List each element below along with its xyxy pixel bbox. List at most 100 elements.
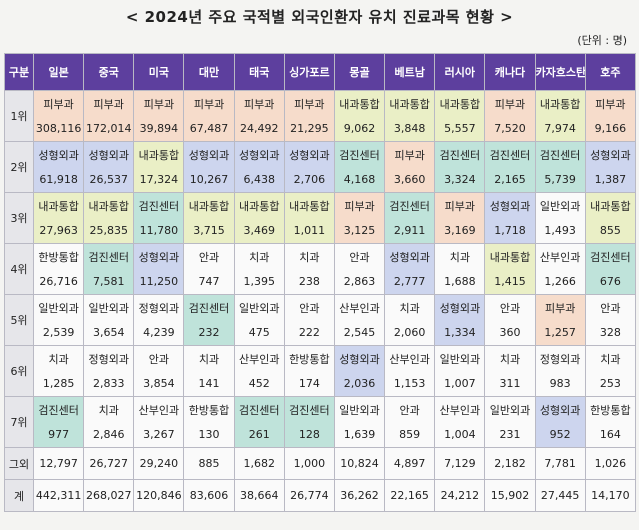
count-cell: 3,854 bbox=[133, 371, 185, 397]
other-value: 1,000 bbox=[283, 447, 335, 480]
department-cell: 검진센터 bbox=[434, 141, 486, 167]
department-cell: 검진센터 bbox=[32, 396, 85, 422]
department-cell: 정형외과 bbox=[534, 345, 586, 371]
total-value: 22,165 bbox=[384, 479, 436, 512]
total-value: 15,902 bbox=[484, 479, 536, 512]
rank-row-count: 61,918 26,537 17,324 10,267 6,438 2,706 4,168 3… bbox=[5, 167, 637, 193]
count-cell: 61,918 bbox=[32, 167, 85, 193]
rank-row-count: 2,539 3,654 4,239 232 475 222 2,545 2,060 1,334 3… bbox=[5, 320, 637, 346]
department-cell: 내과통합 bbox=[434, 90, 486, 116]
count-cell: 2,863 bbox=[333, 269, 386, 295]
count-cell: 676 bbox=[584, 269, 637, 295]
department-cell: 성형외과 bbox=[183, 141, 235, 167]
department-cell: 치과 bbox=[83, 396, 135, 422]
count-cell: 2,060 bbox=[384, 320, 436, 346]
department-cell: 산부인과 bbox=[233, 345, 285, 371]
department-cell: 일반외과 bbox=[233, 294, 285, 320]
count-cell: 2,706 bbox=[283, 167, 335, 193]
count-cell: 7,520 bbox=[484, 116, 536, 142]
department-cell: 치과 bbox=[233, 243, 285, 269]
count-cell: 1,153 bbox=[384, 371, 436, 397]
rank-label: 1위 bbox=[4, 90, 34, 142]
department-cell: 안과 bbox=[484, 294, 536, 320]
department-cell: 치과 bbox=[283, 243, 335, 269]
department-cell: 피부과 bbox=[434, 192, 486, 218]
department-cell: 산부인과 bbox=[133, 396, 185, 422]
department-cell: 내과통합 bbox=[133, 141, 185, 167]
other-value: 7,781 bbox=[534, 447, 586, 480]
rank-label: 6위 bbox=[4, 345, 34, 397]
count-cell: 2,911 bbox=[384, 218, 436, 244]
department-cell: 안과 bbox=[333, 243, 386, 269]
rank-row-department: 6위 치과 정형외과 안과 치과 산부인과 한방통합 성형외과 산부인과 일반외과 치과 정형외과 치과 bbox=[4, 345, 637, 397]
count-cell: 3,169 bbox=[434, 218, 486, 244]
rank-row-department: 3위 내과통합 내과통합 검진센터 내과통합 내과통합 내과통합 피부과 검진센터 피부과 성형외과… bbox=[4, 192, 637, 244]
other-value: 10,824 bbox=[333, 447, 386, 480]
count-cell: 1,266 bbox=[534, 269, 586, 295]
count-cell: 17,324 bbox=[133, 167, 185, 193]
count-cell: 7,581 bbox=[83, 269, 135, 295]
count-cell: 1,257 bbox=[534, 320, 586, 346]
department-cell: 피부과 bbox=[484, 90, 536, 116]
department-cell: 내과통합 bbox=[484, 243, 536, 269]
rank-row-count: 308,116 172,014 39,894 67,487 24,492 21,295 9,… bbox=[5, 116, 637, 142]
count-cell: 238 bbox=[283, 269, 335, 295]
count-cell: 855 bbox=[584, 218, 637, 244]
header-cell: 러시아 bbox=[434, 53, 486, 91]
department-cell: 치과 bbox=[484, 345, 536, 371]
department-cell: 피부과 bbox=[183, 90, 235, 116]
header-cell: 대만 bbox=[183, 53, 235, 91]
count-cell: 1,387 bbox=[584, 167, 637, 193]
count-cell: 2,165 bbox=[484, 167, 536, 193]
count-cell: 3,125 bbox=[333, 218, 386, 244]
count-cell: 1,011 bbox=[283, 218, 335, 244]
department-cell: 성형외과 bbox=[133, 243, 185, 269]
count-cell: 39,894 bbox=[133, 116, 185, 142]
department-cell: 검진센터 bbox=[133, 192, 185, 218]
data-table: 구분 일본 중국 미국 대만 태국 싱가포르 몽골 베트남 러시아 캐나다 카자흐스탄 호주 1위 피부과… bbox=[4, 53, 637, 512]
department-cell: 검진센터 bbox=[584, 243, 637, 269]
department-cell: 산부인과 bbox=[333, 294, 386, 320]
count-cell: 308,116 bbox=[32, 116, 85, 142]
department-cell: 치과 bbox=[183, 345, 235, 371]
header-cell: 미국 bbox=[133, 53, 185, 91]
total-value: 38,664 bbox=[233, 479, 285, 512]
count-cell: 222 bbox=[283, 320, 335, 346]
department-cell: 일반외과 bbox=[333, 396, 386, 422]
count-cell: 232 bbox=[183, 320, 235, 346]
count-cell: 1,718 bbox=[484, 218, 536, 244]
count-cell: 1,688 bbox=[434, 269, 486, 295]
count-cell: 2,545 bbox=[333, 320, 386, 346]
count-cell: 164 bbox=[584, 422, 637, 448]
count-cell: 2,833 bbox=[83, 371, 135, 397]
department-cell: 내과통합 bbox=[233, 192, 285, 218]
header-cell: 싱가포르 bbox=[283, 53, 335, 91]
department-cell: 검진센터 bbox=[183, 294, 235, 320]
count-cell: 6,438 bbox=[233, 167, 285, 193]
department-cell: 정형외과 bbox=[83, 345, 135, 371]
count-cell: 67,487 bbox=[183, 116, 235, 142]
department-cell: 검진센터 bbox=[534, 141, 586, 167]
header-cell: 일본 bbox=[32, 53, 85, 91]
department-cell: 안과 bbox=[384, 396, 436, 422]
count-cell: 5,557 bbox=[434, 116, 486, 142]
total-value: 36,262 bbox=[333, 479, 386, 512]
count-cell: 9,062 bbox=[333, 116, 386, 142]
count-cell: 1,285 bbox=[32, 371, 85, 397]
count-cell: 360 bbox=[484, 320, 536, 346]
department-cell: 성형외과 bbox=[584, 141, 637, 167]
header-cell: 몽골 bbox=[333, 53, 386, 91]
other-value: 1,026 bbox=[584, 447, 637, 480]
rank-label: 7위 bbox=[4, 396, 34, 448]
count-cell: 3,848 bbox=[384, 116, 436, 142]
department-cell: 검진센터 bbox=[233, 396, 285, 422]
department-cell: 성형외과 bbox=[434, 294, 486, 320]
other-value: 885 bbox=[183, 447, 235, 480]
count-cell: 983 bbox=[534, 371, 586, 397]
total-value: 120,846 bbox=[133, 479, 185, 512]
count-cell: 11,250 bbox=[133, 269, 185, 295]
header-cell: 태국 bbox=[233, 53, 285, 91]
rank-label: 4위 bbox=[4, 243, 34, 295]
department-cell: 산부인과 bbox=[534, 243, 586, 269]
other-value: 26,727 bbox=[83, 447, 135, 480]
